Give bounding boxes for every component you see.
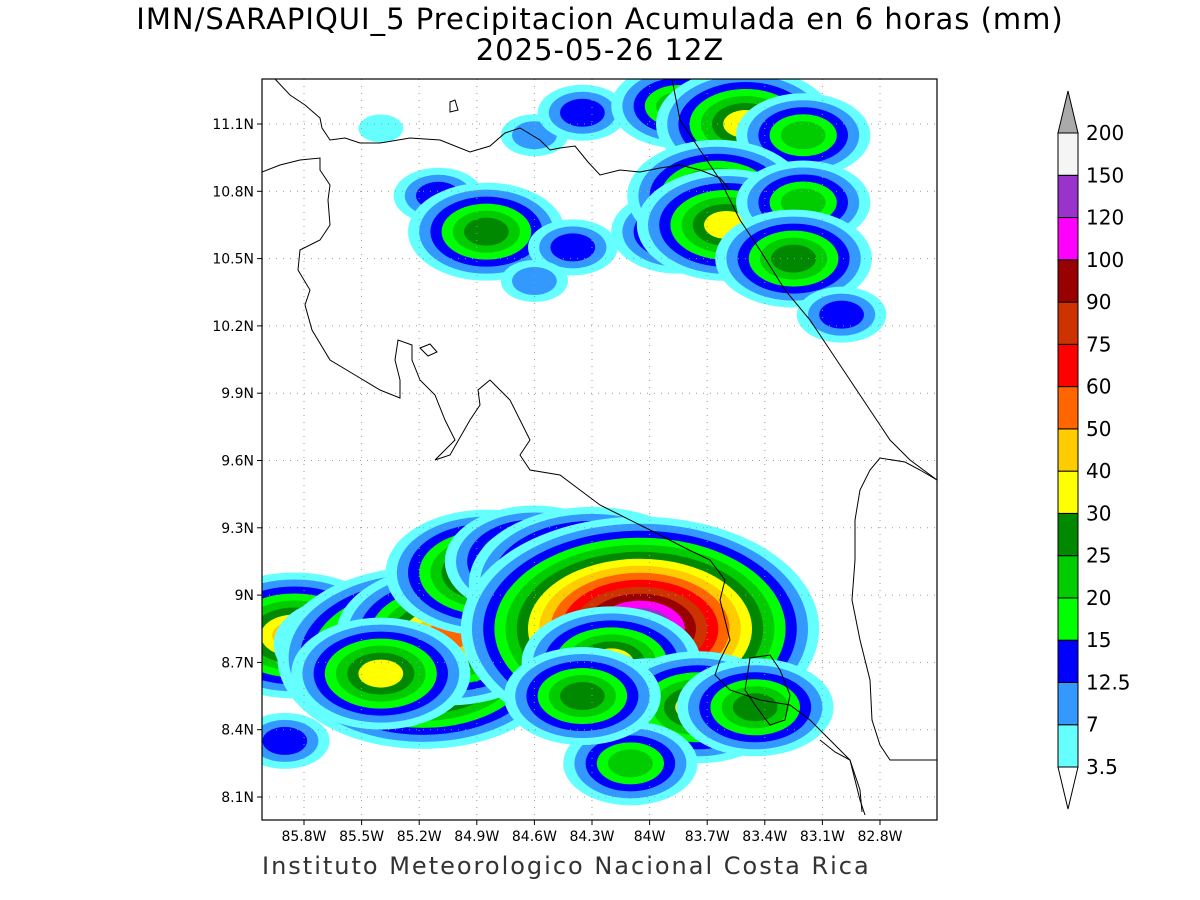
colorbar-swatch [1057, 301, 1079, 345]
colorbar-swatch [1057, 132, 1079, 176]
colorbar-swatch [1057, 681, 1079, 726]
colorbar-swatch [1057, 428, 1079, 472]
colorbar-label: 40 [1086, 459, 1111, 483]
lat-tick-label: 10.5N [212, 252, 254, 268]
lat-tick-label: 11.1N [212, 117, 254, 133]
colorbar-label: 15 [1086, 628, 1111, 652]
border-line [851, 457, 937, 761]
lat-tick-label: 9N [235, 588, 254, 604]
colorbar-swatch [1057, 470, 1079, 514]
precip-contour [358, 659, 404, 688]
map-title: IMN/SARAPIQUI_5 Precipitacion Acumulada … [136, 2, 1064, 36]
colorbar-label: 200 [1086, 121, 1124, 145]
colorbar-swatch [1057, 217, 1079, 261]
coastline [262, 79, 937, 816]
precip-contour [560, 98, 605, 127]
lat-tick-label: 10.8N [212, 184, 254, 200]
precip-contour [608, 749, 653, 778]
small-island [449, 99, 459, 113]
precip-contour [732, 693, 778, 722]
colorbar-min-arrow [1057, 766, 1079, 810]
footer-credit: Instituto Meteorologico Nacional Costa R… [262, 852, 871, 880]
precipitation-field [262, 79, 887, 806]
caribbean-coastline [671, 79, 937, 481]
precip-contour [780, 188, 826, 217]
colorbar-swatch [1057, 259, 1079, 303]
precip-contour [771, 244, 816, 273]
colorbar-max-arrow [1057, 90, 1079, 134]
lat-tick-label: 8.1N [221, 790, 254, 806]
precip-contour [262, 726, 308, 755]
latitude-tick-labels: 11.1N 10.8N 10.5N 10.2N 9.9N 9.6N 9.3N 9N 8.7N 8.… [212, 117, 262, 806]
colorbar-swatch [1057, 343, 1079, 388]
colorbar-label: 30 [1086, 501, 1111, 525]
lat-tick-label: 10.2N [212, 319, 254, 335]
colorbar-label: 150 [1086, 163, 1124, 187]
precip-contour [358, 114, 404, 143]
precip-contour [819, 300, 864, 329]
colorbar-swatch [1057, 639, 1079, 683]
map-datetime: 2025-05-26 12Z [475, 33, 725, 67]
lon-tick-label: 84W [634, 829, 666, 845]
osa-peninsula [744, 654, 791, 726]
colorbar-label: 12.5 [1086, 670, 1131, 694]
colorbar-label: 50 [1086, 417, 1111, 441]
colorbar-swatch [1057, 386, 1079, 430]
lon-tick-label: 83.1W [800, 829, 845, 845]
colorbar-label: 7 [1086, 713, 1099, 737]
plot-frame [261, 78, 938, 821]
colorbar-label: 75 [1086, 332, 1111, 356]
precip-contour [550, 233, 596, 262]
colorbar-label: 20 [1086, 586, 1111, 610]
precip-contour [780, 121, 826, 150]
lon-tick-label: 84.6W [512, 829, 557, 845]
colorbar-swatch [1057, 174, 1079, 219]
colorbar-label: 120 [1086, 206, 1124, 230]
lon-tick-label: 84.3W [569, 829, 614, 845]
longitude-tick-labels: 85.8W 85.5W 85.2W 84.9W 84.6W 84.3W 84W 83.7W 83… [281, 820, 903, 845]
lon-tick-label: 85.2W [397, 829, 442, 845]
south-coast [819, 739, 866, 816]
lon-tick-label: 85.5W [339, 829, 384, 845]
colorbar-swatch [1057, 597, 1079, 641]
lat-tick-label: 8.7N [221, 655, 254, 671]
precip-contour [560, 682, 605, 711]
nicaragua-lake-coast [274, 79, 731, 191]
lon-tick-label: 83.4W [742, 829, 787, 845]
lon-tick-label: 84.9W [454, 829, 499, 845]
pacific-coastline [262, 157, 863, 813]
lon-tick-label: 85.8W [281, 829, 326, 845]
gulf-island [419, 343, 438, 357]
colorbar-swatch [1057, 512, 1079, 557]
colorbar-swatch [1057, 724, 1079, 768]
lat-tick-label: 8.4N [221, 723, 254, 739]
lon-tick-label: 83.7W [685, 829, 730, 845]
colorbar-swatch [1057, 555, 1079, 599]
lat-tick-label: 9.3N [221, 521, 254, 537]
colorbar-label: 100 [1086, 248, 1124, 272]
lat-lon-grid [262, 79, 937, 820]
lat-tick-label: 9.9N [221, 386, 254, 402]
colorbar-label: 25 [1086, 544, 1111, 568]
lon-tick-label: 82.8W [857, 829, 902, 845]
colorbar-label: 3.5 [1086, 755, 1118, 779]
precip-contour [512, 267, 557, 296]
lat-tick-label: 9.6N [221, 454, 254, 470]
colorbar-label: 60 [1086, 375, 1111, 399]
precip-contour [464, 217, 509, 246]
colorbar: 3.5 7 12.5 15 20 25 30 40 50 60 75 90 100 120 150 200 [1057, 90, 1131, 810]
colorbar-label: 90 [1086, 290, 1111, 314]
